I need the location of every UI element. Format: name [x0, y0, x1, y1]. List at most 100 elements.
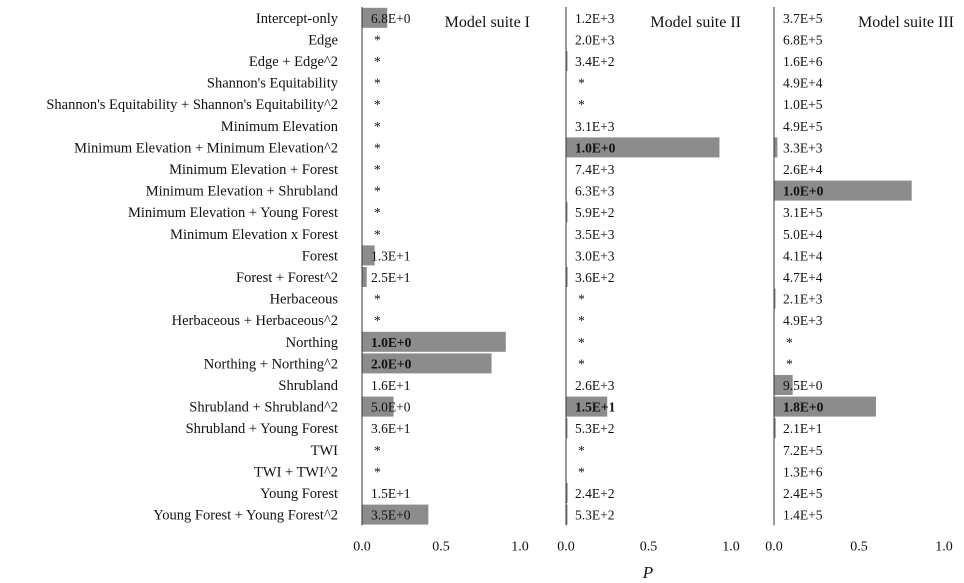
value-label: 3.1E+3 — [575, 119, 615, 134]
value-label: * — [578, 292, 585, 307]
value-label: 5.0E+0 — [371, 400, 411, 415]
value-label: 1.0E+0 — [371, 335, 412, 350]
category-label: TWI + TWI^2 — [254, 464, 338, 480]
value-label: 9.5E+0 — [783, 378, 823, 393]
value-label: * — [374, 227, 381, 242]
x-tick-label: 1.0 — [722, 539, 740, 554]
value-label: * — [374, 205, 381, 220]
category-label: Herbaceous + Herbaceous^2 — [172, 313, 338, 329]
value-label: 2.1E+3 — [783, 292, 823, 307]
bar — [362, 353, 492, 374]
value-label: 6.8E+5 — [783, 32, 823, 47]
category-label: Minimum Elevation x Forest — [170, 227, 338, 243]
value-label: 1.0E+5 — [783, 97, 823, 112]
category-label: Shrubland + Young Forest — [186, 421, 338, 437]
category-label: Edge — [308, 32, 338, 48]
value-label: 3.7E+5 — [783, 11, 823, 26]
value-label: * — [374, 54, 381, 69]
category-label: Minimum Elevation — [221, 119, 339, 135]
bar — [362, 331, 506, 352]
value-label: 1.5E+1 — [575, 400, 616, 415]
value-label: 1.3E+6 — [783, 464, 823, 479]
x-axis-label: P — [642, 563, 653, 582]
bar — [362, 7, 388, 28]
value-label: * — [578, 313, 585, 328]
bar — [774, 288, 776, 309]
bar — [566, 396, 608, 417]
value-label: 4.7E+4 — [783, 270, 823, 285]
value-label: 2.6E+3 — [575, 378, 615, 393]
category-label: Minimum Elevation + Young Forest — [128, 205, 338, 221]
value-label: * — [374, 184, 381, 199]
value-label: * — [374, 292, 381, 307]
x-tick-label: 0.5 — [640, 539, 658, 554]
category-label: Young Forest + Young Forest^2 — [153, 508, 338, 524]
panel-title: Model suite II — [650, 14, 741, 31]
value-label: 4.9E+4 — [783, 76, 823, 91]
bar — [774, 418, 776, 439]
bar — [566, 418, 568, 439]
value-label: * — [374, 443, 381, 458]
value-label: 1.0E+0 — [575, 140, 616, 155]
value-label: 7.4E+3 — [575, 162, 615, 177]
value-label: * — [374, 76, 381, 91]
x-tick-label: 0.0 — [557, 539, 575, 554]
category-label: Young Forest — [260, 486, 338, 502]
x-tick-label: 0.0 — [353, 539, 371, 554]
value-label: * — [374, 162, 381, 177]
category-label: Northing + Northing^2 — [204, 356, 338, 372]
value-label: * — [786, 356, 793, 371]
category-label: Edge + Edge^2 — [249, 54, 338, 70]
value-label: * — [374, 119, 381, 134]
bar — [566, 483, 568, 503]
value-label: * — [374, 97, 381, 112]
value-label: * — [578, 464, 585, 479]
panel-title: Model suite I — [445, 14, 530, 31]
category-label: Forest — [302, 248, 338, 264]
bar — [362, 245, 375, 266]
x-tick-label: 0.5 — [850, 539, 868, 554]
value-label: 5.0E+4 — [783, 227, 823, 242]
value-label: 6.8E+0 — [371, 11, 411, 26]
value-label: 4.9E+5 — [783, 119, 823, 134]
x-tick-label: 1.0 — [511, 539, 529, 554]
category-label: Northing — [286, 335, 338, 351]
value-label: * — [786, 335, 793, 350]
x-tick-label: 0.5 — [432, 539, 450, 554]
value-label: 7.2E+5 — [783, 443, 823, 458]
value-label: 6.3E+3 — [575, 184, 615, 199]
value-label: 1.2E+3 — [575, 11, 615, 26]
value-label: * — [374, 32, 381, 47]
bar — [362, 267, 367, 287]
bar — [566, 267, 568, 287]
category-label: TWI — [311, 443, 339, 459]
value-label: 2.1E+1 — [783, 421, 823, 436]
value-label: 1.3E+1 — [371, 248, 411, 263]
value-label: 3.3E+3 — [783, 140, 823, 155]
value-label: * — [578, 356, 585, 371]
value-label: 1.5E+1 — [371, 486, 411, 501]
value-label: 5.3E+2 — [575, 508, 615, 523]
value-label: 2.5E+1 — [371, 270, 411, 285]
bar — [566, 51, 568, 71]
bar — [566, 137, 720, 158]
value-label: 1.8E+0 — [783, 400, 824, 415]
bar — [774, 375, 793, 395]
bar — [774, 180, 912, 201]
value-label: 3.5E+3 — [575, 227, 615, 242]
category-label: Minimum Elevation + Shrubland — [146, 184, 339, 200]
value-label: 3.4E+2 — [575, 54, 615, 69]
x-tick-label: 1.0 — [935, 539, 953, 554]
value-label: 2.0E+0 — [371, 356, 412, 371]
value-label: * — [578, 97, 585, 112]
value-label: 4.9E+3 — [783, 313, 823, 328]
x-tick-label: 0.0 — [765, 539, 783, 554]
category-label: Shannon's Equitability + Shannon's Equit… — [46, 97, 338, 113]
value-label: 1.6E+6 — [783, 54, 823, 69]
category-label: Minimum Elevation + Minimum Elevation^2 — [74, 140, 338, 156]
bar — [362, 504, 429, 525]
category-label: Intercept-only — [256, 11, 339, 27]
category-label: Forest + Forest^2 — [236, 270, 338, 286]
value-label: 2.0E+3 — [575, 32, 615, 47]
